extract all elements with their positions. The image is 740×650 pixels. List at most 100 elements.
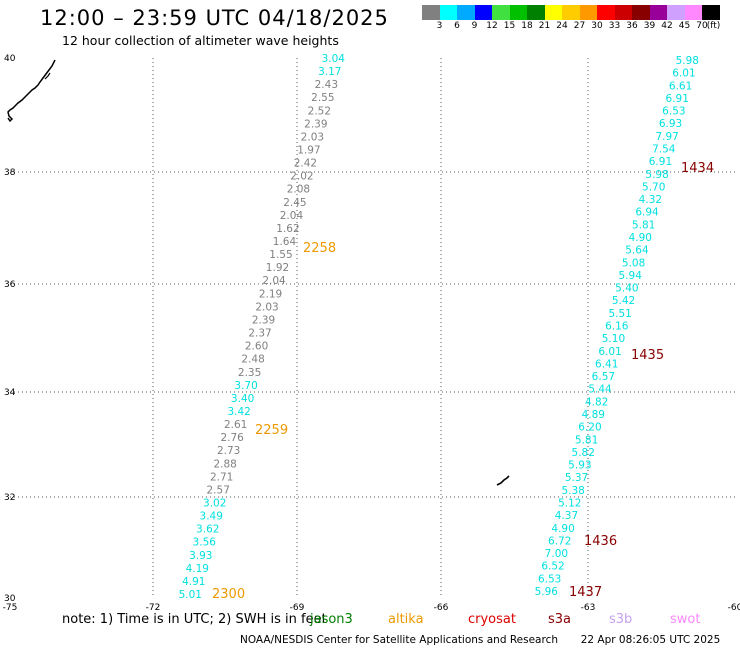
wave-height-value: 4.37 [555, 510, 578, 522]
pass-time-label: 2258 [303, 241, 336, 256]
legend-label: 70 [696, 21, 708, 31]
legend-jason3: jason3 [310, 612, 353, 627]
pass-time-label: 2259 [255, 423, 288, 438]
wave-height-value: 5.40 [615, 283, 638, 295]
wave-height-value: 2.73 [217, 445, 240, 457]
coastline-island [496, 475, 510, 486]
wave-height-value: 1.62 [276, 223, 299, 235]
lon-tick-label: -60 [728, 603, 740, 613]
wave-height-value: 4.90 [629, 232, 652, 244]
wave-height-value: 6.94 [635, 207, 659, 219]
wave-height-value: 7.00 [545, 548, 568, 560]
legend-swatch [527, 5, 545, 20]
legend-altika: altika [388, 612, 424, 627]
wave-height-value: 5.42 [612, 295, 635, 307]
altimeter-track-left: 3.043.172.432.552.522.392.031.972.422.02… [179, 53, 346, 602]
wave-height-value: 3.42 [227, 406, 250, 418]
wave-height-value: 2.19 [259, 288, 282, 300]
wave-height-value: 2.08 [287, 184, 310, 196]
wave-height-value: 5.93 [568, 460, 591, 472]
wave-height-value: 6.53 [662, 106, 685, 118]
wave-height-value: 4.89 [582, 409, 605, 421]
wave-height-value: 6.91 [649, 156, 672, 168]
wave-height-value: 6.52 [541, 561, 564, 573]
wave-height-value: 2.39 [304, 118, 327, 130]
wave-height-value: 4.19 [186, 563, 209, 575]
wave-height-value: 3.70 [234, 380, 257, 392]
wave-height-value: 2.39 [252, 314, 275, 326]
lon-tick-label: -66 [434, 603, 449, 613]
legend-cryosat: cryosat [468, 612, 516, 627]
wave-height-value: 6.16 [605, 321, 629, 333]
chart-title: 12:00 – 23:59 UTC 04/18/2025 [40, 6, 389, 30]
wave-height-value: 2.88 [213, 458, 236, 470]
graticule [10, 58, 735, 598]
pass-time-label: 2300 [212, 587, 245, 602]
legend-swatch [579, 5, 597, 20]
wave-height-value: 2.37 [248, 328, 271, 340]
legend-swatch [667, 5, 685, 20]
wave-height-value: 1.92 [266, 262, 289, 274]
wave-height-value: 6.72 [548, 535, 571, 547]
latitude-labels: 40 38 36 34 32 30 [4, 54, 16, 604]
legend-label: 18 [521, 21, 533, 31]
wave-height-value: 6.53 [538, 573, 561, 585]
wave-height-value: 6.91 [666, 93, 689, 105]
wave-height-value: 5.94 [619, 270, 643, 282]
legend-label: 3 [436, 21, 443, 31]
legend-label: 27 [573, 21, 586, 31]
color-legend-bar [422, 5, 720, 20]
lon-tick-label: -72 [146, 603, 161, 613]
wave-height-value: 2.48 [241, 354, 264, 366]
wave-height-value: 1.64 [273, 236, 297, 248]
wave-height-value: 6.57 [592, 371, 615, 383]
wave-height-value: 7.97 [655, 131, 678, 143]
wave-height-value: 2.71 [210, 471, 233, 483]
wave-height-value: 6.41 [595, 358, 618, 370]
wave-height-map: 40 38 36 34 32 30 -75 -72 -69 -66 -63 -60 3.043.17… [3, 53, 740, 613]
legend-label: 6 [454, 21, 460, 31]
wave-height-value: 5.81 [575, 434, 598, 446]
wave-height-value: 2.55 [311, 92, 334, 104]
pass-time-label: 1434 [681, 161, 714, 176]
legend-label: 24 [556, 21, 568, 31]
lat-tick-label: 38 [4, 168, 16, 178]
wave-height-value: 6.01 [672, 68, 695, 80]
wave-height-value: 6.61 [669, 80, 692, 92]
legend-swatch [562, 5, 580, 20]
wave-height-value: 3.93 [189, 550, 212, 562]
lat-tick-label: 34 [4, 388, 16, 398]
legend-swatch [597, 5, 615, 20]
wave-height-value: 2.61 [224, 419, 247, 431]
pass-time-label: 1435 [631, 348, 664, 363]
wave-height-value: 3.62 [196, 524, 219, 536]
legend-swatch [509, 5, 527, 20]
legend-swot: swot [670, 612, 701, 627]
lat-tick-label: 32 [4, 493, 15, 503]
wave-height-value: 5.10 [602, 333, 625, 345]
legend-swatch [614, 5, 632, 20]
legend-label: 12 [486, 21, 498, 31]
legend-swatch [492, 5, 510, 20]
legend-s3b: s3b [609, 612, 633, 627]
wave-height-value: 3.17 [318, 66, 341, 78]
longitude-labels: -75 -72 -69 -66 -63 -60 [3, 603, 740, 613]
wave-height-value: 5.12 [558, 498, 581, 510]
wave-height-value: 2.03 [301, 131, 324, 143]
footer-credit: NOAA/NESDIS Center for Satellite Applica… [240, 634, 558, 646]
legend-s3a: s3a [548, 612, 572, 627]
wave-height-value: 5.64 [625, 245, 649, 257]
legend-label: 30 [591, 21, 603, 31]
wave-height-value: 4.32 [639, 194, 662, 206]
legend-swatch [684, 5, 702, 20]
wave-height-value: 5.37 [565, 472, 588, 484]
legend-swatch [422, 5, 440, 20]
legend-swatch [702, 5, 720, 20]
legend-label: 9 [471, 21, 478, 31]
lat-tick-label: 30 [4, 594, 16, 604]
wave-height-value: 2.03 [255, 301, 278, 313]
legend-label: 21 [538, 21, 551, 31]
wave-height-value: 3.02 [203, 497, 226, 509]
note-legend-row: note: 1) Time is in UTC; 2) SWH is in fe… [62, 612, 700, 627]
wave-height-value: 5.44 [588, 384, 612, 396]
